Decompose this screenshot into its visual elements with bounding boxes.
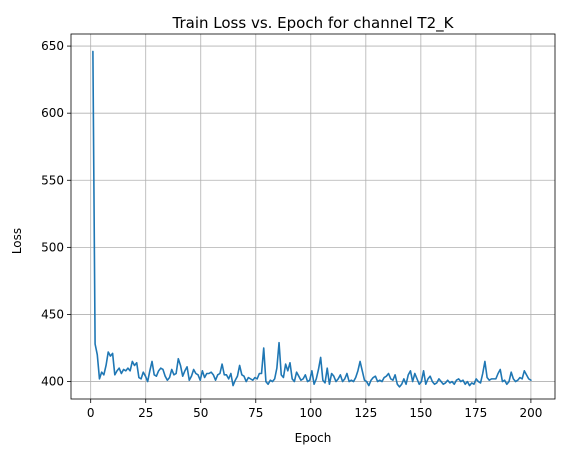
grid-layer [71, 34, 555, 399]
y-tick-label: 550 [41, 173, 64, 187]
y-tick-label: 650 [41, 39, 64, 53]
x-axis-label: Epoch [295, 431, 332, 445]
tick-layer: 0 25 50 75 100 125 150 175 200 400 450 500 550 600 650 [41, 39, 542, 420]
x-tick-label: 125 [354, 406, 377, 420]
x-tick-label: 25 [138, 406, 153, 420]
series-layer [92, 50, 532, 388]
y-tick-label: 500 [41, 240, 64, 254]
y-tick-label: 600 [41, 106, 64, 120]
loss-series-line [92, 50, 532, 388]
x-tick-label: 75 [248, 406, 263, 420]
x-tick-label: 100 [299, 406, 322, 420]
x-tick-label: 50 [193, 406, 208, 420]
x-tick-label: 0 [87, 406, 95, 420]
x-tick-label: 150 [409, 406, 432, 420]
chart-title: Train Loss vs. Epoch for channel T2_K [172, 14, 455, 33]
x-tick-label: 175 [464, 406, 487, 420]
y-tick-label: 450 [41, 307, 64, 321]
x-tick-label: 200 [519, 406, 542, 420]
y-tick-label: 400 [41, 375, 64, 389]
y-axis-label: Loss [10, 228, 24, 254]
plot-frame [70, 33, 556, 400]
